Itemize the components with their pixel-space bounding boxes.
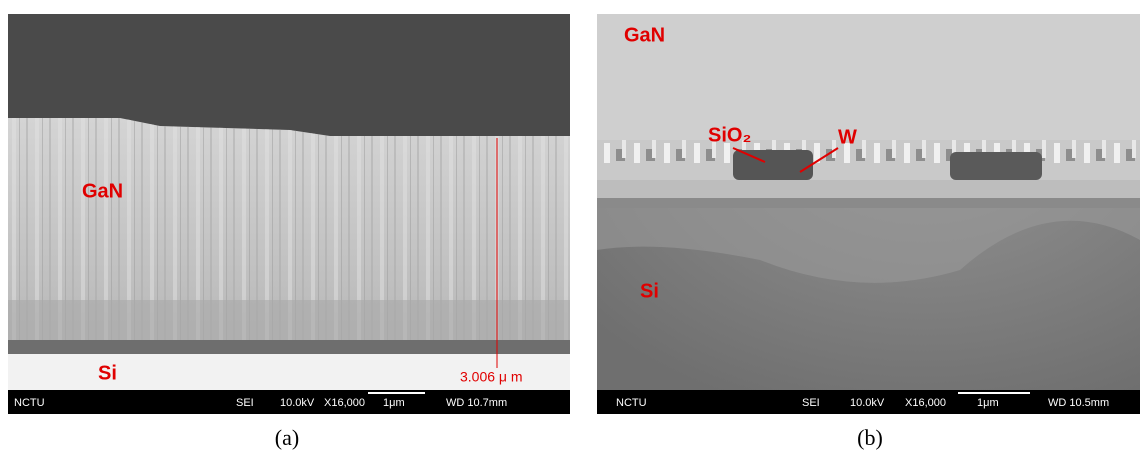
label-gan: GaN bbox=[624, 24, 665, 46]
info: WD 10.7mm bbox=[446, 397, 507, 409]
info: SEI bbox=[236, 397, 254, 409]
info: SEI bbox=[802, 397, 820, 409]
caption: (b) bbox=[857, 425, 883, 450]
caption: (a) bbox=[275, 425, 299, 450]
info: 1μm bbox=[383, 397, 405, 409]
info: X16,000 bbox=[324, 397, 365, 409]
label-thickness: 3.006 μ m bbox=[460, 369, 523, 385]
label-sio2: SiO₂ bbox=[708, 124, 751, 146]
sem-image-b bbox=[597, 14, 1140, 414]
sem-image-a bbox=[8, 14, 570, 414]
info: 10.0kV bbox=[280, 397, 315, 409]
label-si: Si bbox=[640, 280, 659, 302]
label-si: Si bbox=[98, 362, 117, 384]
label-gan: GaN bbox=[82, 180, 123, 202]
info: X16,000 bbox=[905, 397, 946, 409]
label-w: W bbox=[838, 126, 857, 148]
info: NCTU bbox=[14, 397, 45, 409]
info: WD 10.5mm bbox=[1048, 397, 1109, 409]
info: 1μm bbox=[977, 397, 999, 409]
figure: GaN Si 3.006 μ m NCTU SEI 10.0kV X16,000… bbox=[0, 0, 1142, 457]
info: 10.0kV bbox=[850, 397, 885, 409]
info: NCTU bbox=[616, 397, 647, 409]
